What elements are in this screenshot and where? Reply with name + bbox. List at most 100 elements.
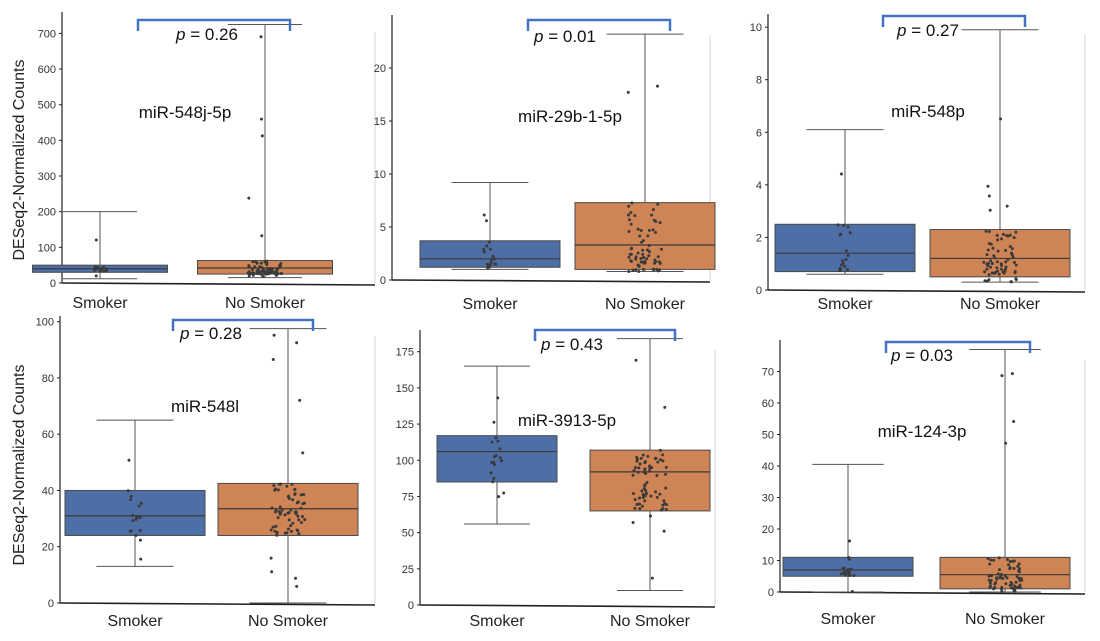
p-value-label: p = 0.43 [540,335,603,354]
box-smoker [64,489,206,536]
data-point [639,456,643,460]
data-point [1008,560,1012,564]
data-point [293,493,297,497]
data-point [94,266,98,270]
p-value-text: = 0.01 [548,27,596,46]
data-point [295,341,299,345]
data-point [629,259,633,263]
p-value-label: p = 0.01 [533,27,596,46]
data-point [839,232,843,236]
data-point [641,248,645,252]
data-point [1008,233,1012,237]
chart-panel-1: 0 100 200 300 400 500 600 700 Smoker No Smoker p =… [32,12,376,312]
data-point [1015,575,1019,579]
significance-bracket [533,328,677,341]
data-point [138,528,142,532]
data-point [1005,204,1009,208]
data-point [494,454,498,458]
data-point [482,213,486,217]
data-point [1001,576,1005,580]
p-value-text: = 0.03 [905,346,953,365]
data-point [986,556,990,560]
data-point [987,278,991,282]
data-point [989,558,993,562]
data-point [842,570,846,574]
y-tick-label: 200 [38,207,56,219]
data-point [484,219,488,223]
data-point [641,453,645,457]
y-tick-label: 600 [38,64,56,76]
data-point [278,505,282,509]
data-point [650,213,654,217]
data-point [995,577,999,581]
data-point [291,521,295,525]
data-point [1009,280,1013,284]
y-tick-label: 50 [402,528,414,540]
x-label-no-smoker: No Smoker [225,295,306,312]
data-point [487,240,491,244]
data-point [999,267,1003,271]
data-point [648,250,652,254]
data-point [631,473,635,477]
data-point [496,396,500,400]
y-tick-label: 5 [380,222,386,234]
data-point [986,184,990,188]
data-point [259,35,263,39]
chart-title: miR-548p [891,102,965,121]
significance-bracket [881,14,1027,27]
data-point [634,255,638,259]
data-point [271,525,275,529]
data-point [844,257,848,261]
y-tick-label: 700 [38,28,56,40]
data-point [488,263,492,267]
data-point [1010,586,1014,590]
x-axis-line [391,279,711,283]
data-point [650,576,654,580]
data-point [274,524,278,528]
data-point [626,90,630,94]
data-point [840,263,844,267]
data-point [664,508,668,512]
data-point [273,529,277,533]
data-point [988,208,992,212]
data-point [987,273,991,277]
data-point [838,268,842,272]
data-point [985,262,989,266]
data-point [277,482,281,486]
data-point [639,256,643,260]
data-point [841,259,845,263]
data-point [497,495,501,499]
data-point [1012,419,1016,423]
data-point [638,507,642,511]
data-point [291,498,295,502]
data-point [645,248,649,252]
data-point [1003,269,1007,273]
data-point [990,574,994,578]
data-point [640,489,644,493]
p-value-label: p = 0.03 [890,346,953,365]
data-point [641,267,645,271]
data-point [296,514,300,518]
data-point [138,515,142,519]
data-point [490,440,494,444]
data-point [846,225,850,229]
data-point [653,261,657,265]
data-point [663,405,667,409]
data-point [251,260,255,264]
chart-panel-5: 0 25 50 75 100 125 150 175 Smoker No Smoker p = 0.… [396,328,716,630]
data-point [659,508,663,512]
data-point [641,252,645,256]
x-label-no-smoker: No Smoker [960,296,1041,313]
data-point [643,499,647,503]
data-point [627,204,631,208]
data-point [627,269,631,273]
p-symbol: p [896,21,911,40]
p-symbol: p [179,324,194,343]
data-point [263,260,267,264]
data-point [629,222,633,226]
data-point [1004,441,1008,445]
data-point [658,221,662,225]
data-point [655,495,659,499]
data-point [285,531,289,535]
data-point [636,251,640,255]
